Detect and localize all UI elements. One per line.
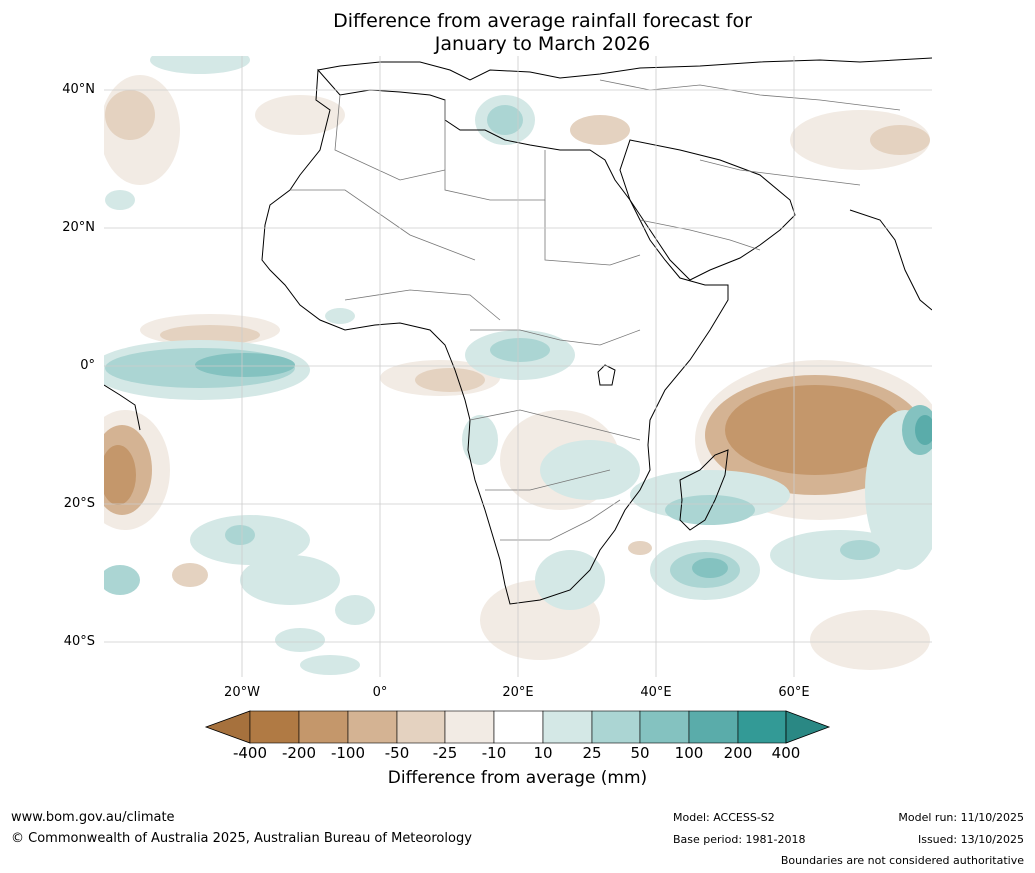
- lon-label-20e: 20°E: [502, 685, 534, 700]
- title-line-2: January to March 2026: [434, 33, 651, 55]
- colorbar-tick: -400: [232, 744, 268, 762]
- colorbar-tick: -25: [432, 744, 458, 762]
- country-borders: [290, 79, 901, 541]
- colorbar-tick: 50: [630, 744, 650, 762]
- lon-label-40e: 40°E: [640, 685, 672, 700]
- lon-label-0: 0°: [372, 685, 388, 700]
- lat-label-40n: 40°N: [62, 82, 95, 97]
- colorbar-title: Difference from average (mm): [387, 768, 648, 788]
- boundaries-disclaimer: Boundaries are not considered authoritat…: [780, 854, 1024, 867]
- colorbar-low-extend: [204, 710, 251, 744]
- model-run: Model run: 11/10/2025: [898, 811, 1024, 824]
- colorbar: [204, 710, 831, 744]
- lon-label-20w: 20°W: [224, 685, 260, 700]
- wet-anomaly-regions: [104, 56, 932, 675]
- lat-label-20s: 20°S: [63, 496, 95, 511]
- model-name: Model: ACCESS-S2: [673, 811, 775, 824]
- title-line-1: Difference from average rainfall forecas…: [333, 10, 752, 32]
- copyright: © Commonwealth of Australia 2025, Austra…: [11, 831, 472, 846]
- issued-date: Issued: 13/10/2025: [917, 833, 1024, 846]
- lon-label-60e: 60°E: [778, 685, 810, 700]
- colorbar-tick: 100: [674, 744, 704, 762]
- colorbar-tick: 25: [582, 744, 602, 762]
- colorbar-tick: -100: [330, 744, 366, 762]
- colorbar-tick: -50: [384, 744, 410, 762]
- graticule: [104, 56, 932, 677]
- lat-label-20n: 20°N: [62, 220, 95, 235]
- colorbar-tick: 200: [723, 744, 753, 762]
- base-period: Base period: 1981-2018: [673, 833, 806, 846]
- colorbar-tick: 400: [771, 744, 801, 762]
- colorbar-tick: -10: [481, 744, 507, 762]
- colorbar-high-extend: [785, 710, 831, 744]
- map-area: [104, 56, 932, 677]
- colorbar-tick: -200: [281, 744, 317, 762]
- lat-label-40s: 40°S: [63, 634, 95, 649]
- coastlines: [104, 57, 932, 605]
- lat-label-0: 0°: [80, 358, 95, 373]
- colorbar-tick: 10: [533, 744, 553, 762]
- website-link[interactable]: www.bom.gov.au/climate: [11, 810, 175, 825]
- map-title: Difference from average rainfall forecas…: [290, 10, 795, 56]
